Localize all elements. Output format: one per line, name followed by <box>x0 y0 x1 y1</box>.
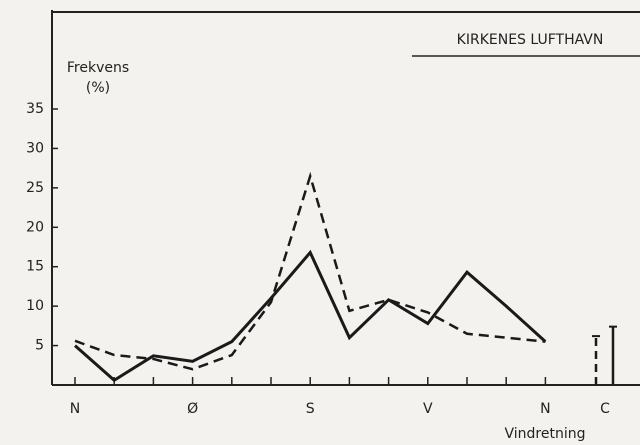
y-tick-label: 20 <box>26 219 44 235</box>
y-tick-label: 10 <box>26 298 44 314</box>
x-tick-label: C <box>600 401 610 417</box>
x-tick-label: N <box>70 401 80 417</box>
y-tick-label: 25 <box>26 180 44 196</box>
chart-title: KIRKENES LUFTHAVN <box>457 32 604 48</box>
series-line <box>74 171 546 371</box>
x-axis-label: Vindretning <box>505 426 586 442</box>
x-tick-label: V <box>423 401 433 417</box>
x-tick-label: S <box>306 401 315 417</box>
y-axis-label: (%) <box>86 80 110 96</box>
x-tick-label: Ø <box>187 401 198 417</box>
y-tick-label: 15 <box>26 259 44 275</box>
y-axis-label: Frekvens <box>67 60 129 76</box>
y-tick-label: 5 <box>35 338 44 354</box>
y-tick-label: 35 <box>26 101 44 117</box>
x-tick-label: N <box>540 401 550 417</box>
y-tick-label: 30 <box>26 140 44 156</box>
series-line <box>74 249 547 383</box>
